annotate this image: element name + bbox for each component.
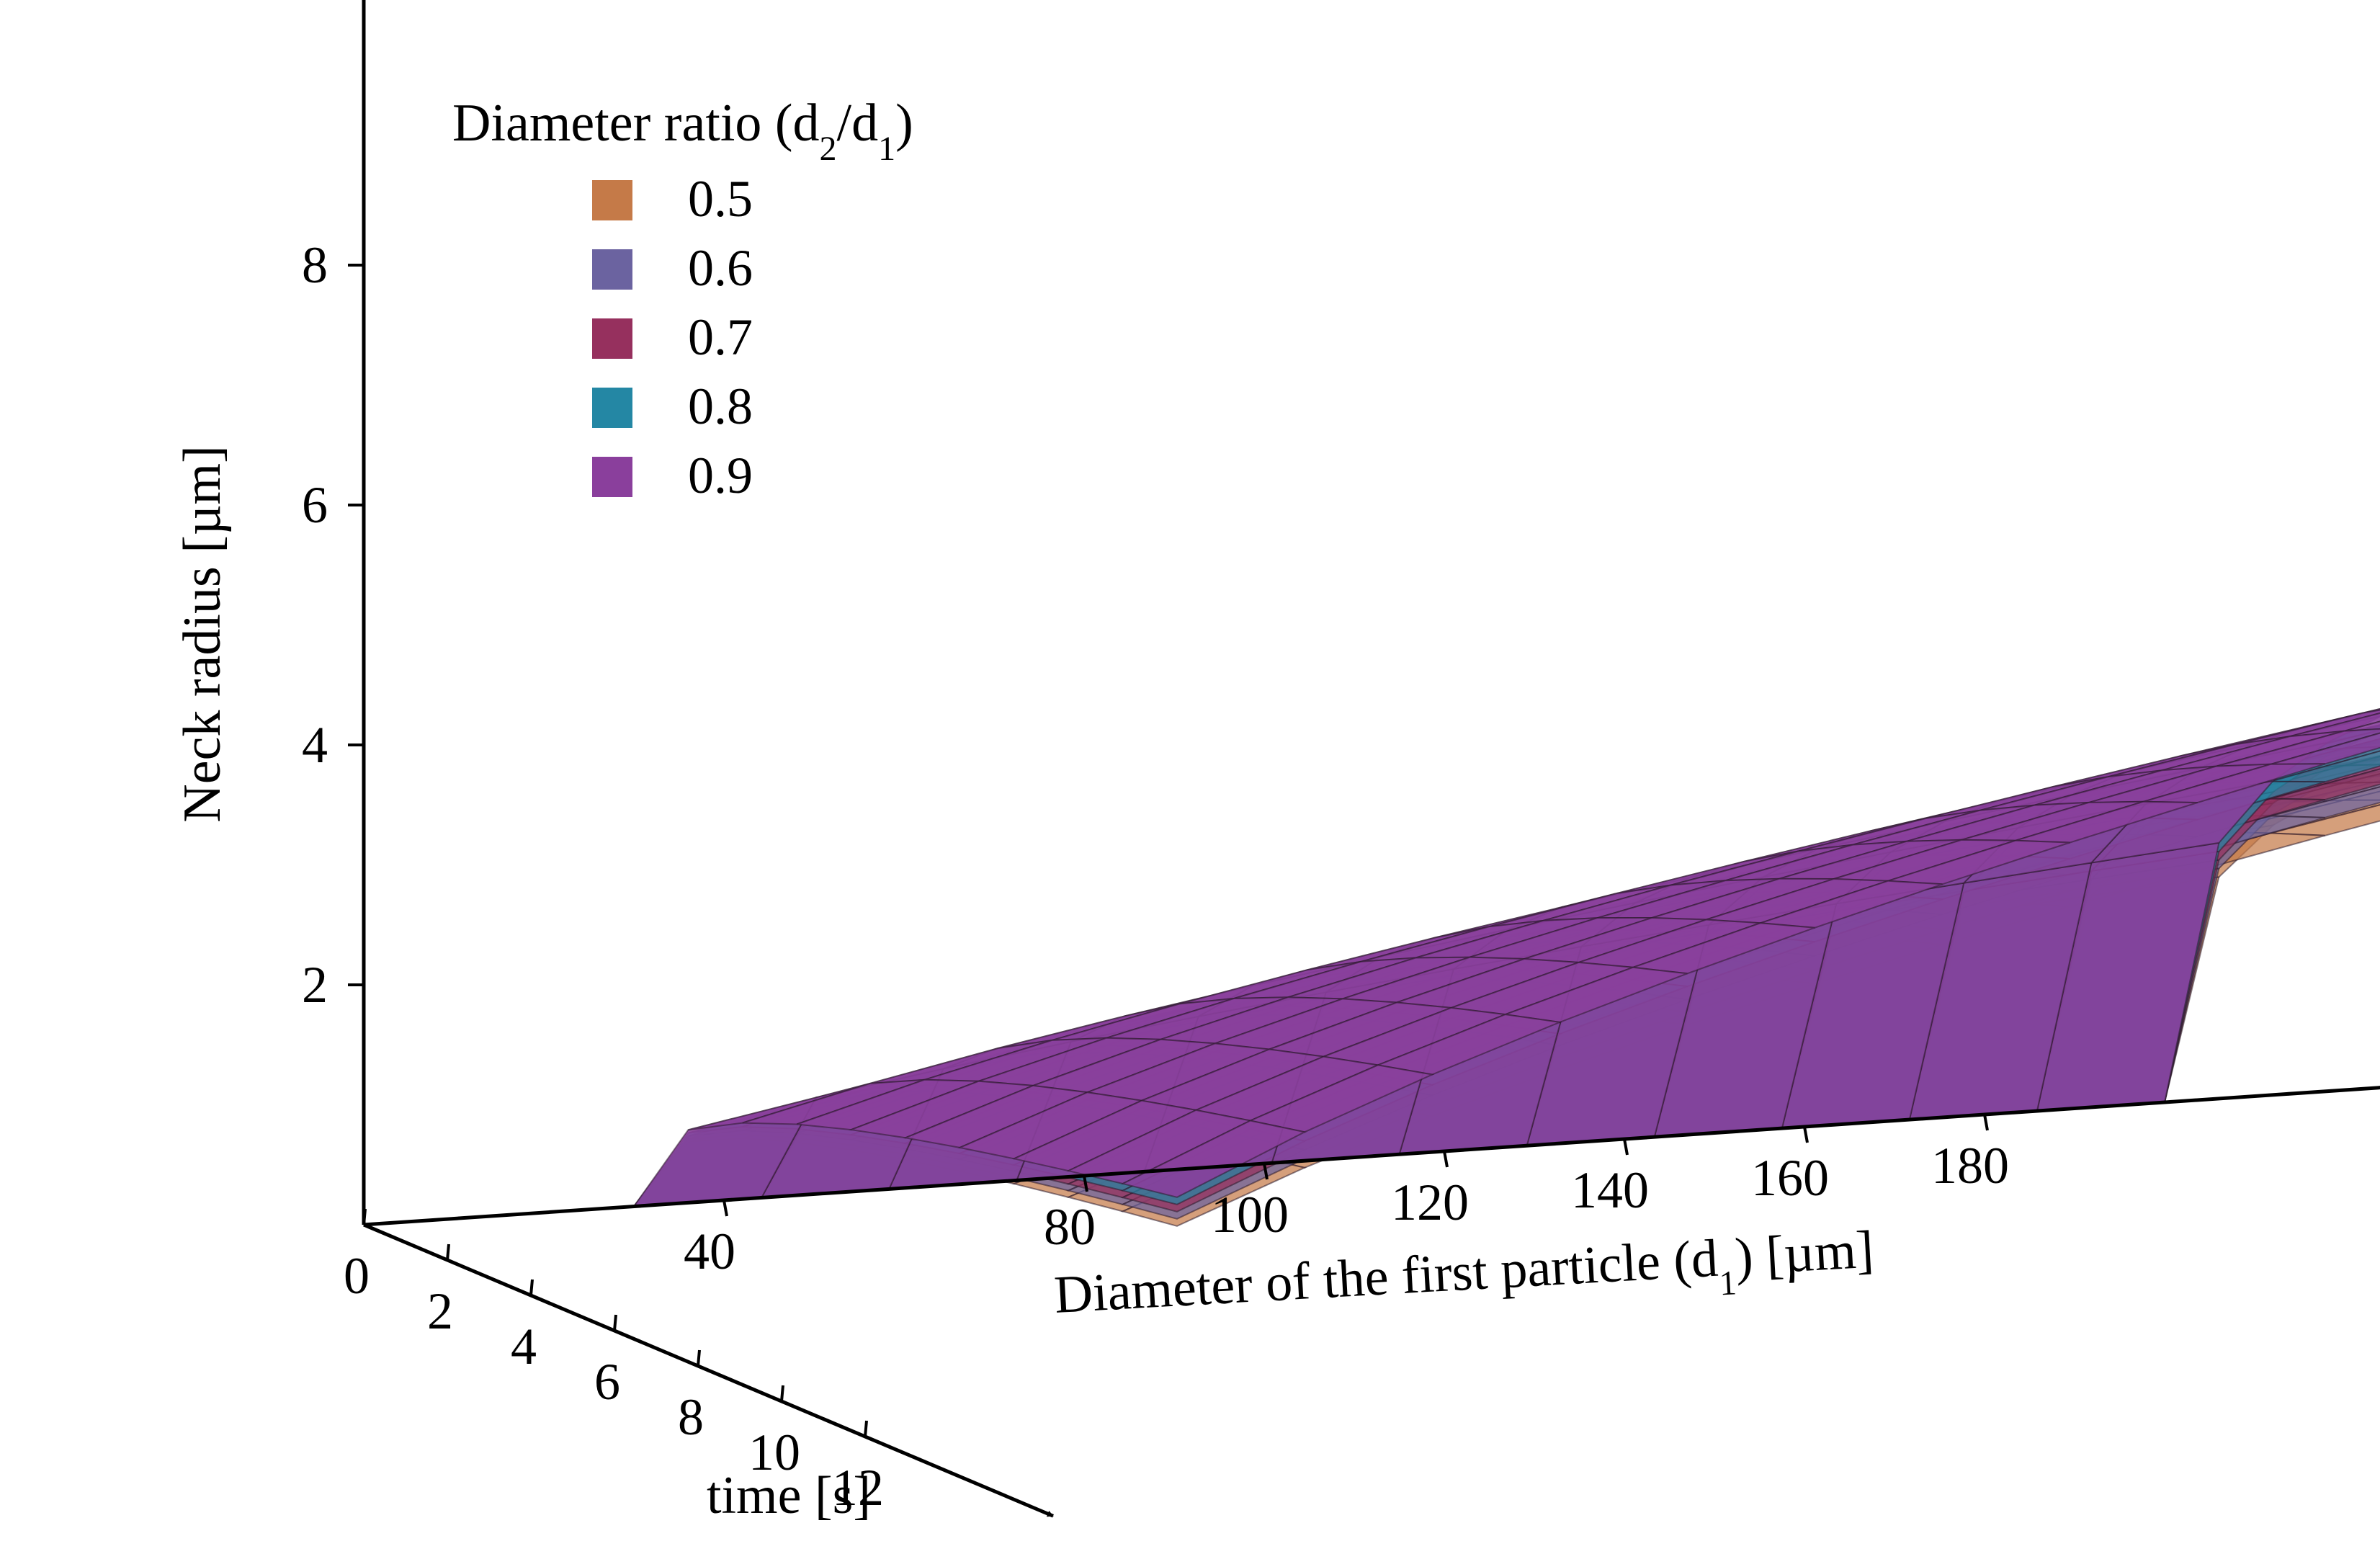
z-axis-title: Neck radius [µm] [173, 445, 232, 822]
z-tick-label: 8 [302, 236, 328, 294]
x-tick-label: 100 [1211, 1186, 1289, 1243]
y-tick-label: 0 [344, 1247, 370, 1305]
x-axis-title: Diameter of the first particle (d1) [µm] [1052, 1220, 1876, 1340]
surface-series-0.9 [634, 654, 2380, 1206]
legend-swatch-0.9 [592, 457, 632, 497]
y-tick-mark [364, 1209, 365, 1225]
y-tick-mark [782, 1385, 783, 1401]
y-tick-label: 4 [511, 1318, 537, 1375]
x-tick-mark [1624, 1139, 1627, 1155]
surface-layer [634, 654, 2380, 1225]
x-tick-mark [1804, 1127, 1807, 1143]
legend-label-0.7: 0.7 [688, 308, 753, 366]
x-tick-mark [1444, 1151, 1447, 1167]
legend-swatch-0.7 [592, 318, 632, 359]
legend-label-0.9: 0.9 [688, 447, 753, 504]
legend-swatch-0.8 [592, 388, 632, 428]
y-tick-mark [698, 1350, 699, 1366]
y-tick-mark [865, 1421, 867, 1437]
y-tick-mark [447, 1244, 449, 1260]
z-tick-label: 2 [302, 956, 328, 1014]
legend-label-0.8: 0.8 [688, 378, 753, 435]
z-tick-label: 4 [302, 716, 328, 774]
x-tick-label: 40 [684, 1223, 735, 1280]
x-tick-label: 120 [1391, 1174, 1469, 1231]
x-tick-mark [1985, 1115, 1987, 1130]
y-tick-label: 8 [678, 1388, 704, 1446]
y-axis-title: time [s] [707, 1466, 871, 1525]
y-tick-label: 2 [427, 1282, 453, 1340]
y-tick-label: 6 [594, 1353, 620, 1411]
legend-swatch-0.6 [592, 249, 632, 290]
x-tick-label: 80 [1044, 1198, 1096, 1256]
legend-label-0.6: 0.6 [688, 239, 753, 297]
y-tick-mark [531, 1280, 532, 1295]
x-tick-mark [724, 1200, 727, 1216]
legend-swatch-0.5 [592, 180, 632, 220]
x-tick-label: 140 [1571, 1161, 1649, 1219]
legend-label-0.5: 0.5 [688, 170, 753, 228]
legend-title: Diameter ratio (d2/d1) [452, 94, 913, 168]
x-tick-label: 160 [1751, 1149, 1829, 1207]
legend: Diameter ratio (d2/d1)0.5 0.6 0.7 0.8 0.9 [452, 94, 913, 504]
surface-cell [2363, 671, 2380, 713]
z-tick-label: 6 [302, 476, 328, 534]
y-tick-mark [614, 1315, 616, 1331]
x-tick-label: 180 [1931, 1137, 2009, 1194]
